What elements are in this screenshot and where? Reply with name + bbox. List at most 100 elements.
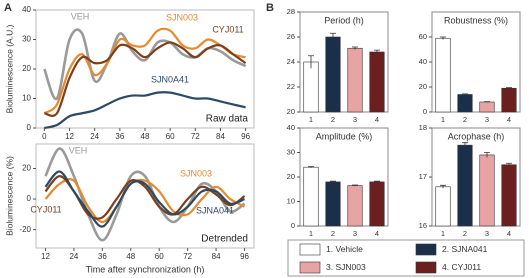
x-tick-label: 36 xyxy=(115,132,124,141)
bar xyxy=(479,154,495,227)
x-axis-label: Time after synchronization (h) xyxy=(86,264,205,274)
x-tick-label: 12 xyxy=(65,132,74,141)
y-tick-label: 20 xyxy=(287,172,295,181)
y-tick-label: 28 xyxy=(287,7,295,16)
y-tick-label: 0 xyxy=(423,107,427,116)
bar xyxy=(325,36,341,113)
y-tick-label: 20 xyxy=(419,82,427,91)
error-bar xyxy=(330,32,336,41)
panel-label: A xyxy=(4,2,12,14)
bar xyxy=(501,164,517,227)
error-bar xyxy=(374,180,380,183)
x-tick-label: 48 xyxy=(126,252,135,261)
legend-label: 2. SJNA041 xyxy=(442,244,488,254)
legend-swatch xyxy=(415,261,437,274)
y-tick-label: 40 xyxy=(287,123,295,132)
y-tick-label: 20 xyxy=(22,164,31,173)
bar xyxy=(457,94,473,113)
x-tick-label: 1 xyxy=(309,229,313,238)
x-tick-label: 24 xyxy=(90,132,99,141)
legend-swatch xyxy=(299,261,321,274)
x-tick-label: 3 xyxy=(353,115,357,124)
error-bar xyxy=(374,49,380,54)
error-bar xyxy=(308,166,314,168)
bar xyxy=(347,185,363,227)
annotation: Raw data xyxy=(206,114,249,125)
series-label: SJN003 xyxy=(180,168,212,178)
legend-box xyxy=(287,239,525,277)
legend-label: 4. CYJ011 xyxy=(442,262,481,272)
y-tick-label: 30 xyxy=(287,147,295,156)
y-tick-label: 17 xyxy=(419,172,427,181)
x-tick-label: 84 xyxy=(212,252,221,261)
x-tick-label: 36 xyxy=(98,252,107,261)
x-tick-label: 96 xyxy=(241,132,250,141)
x-tick-label: 12 xyxy=(41,252,50,261)
series-line xyxy=(43,27,246,115)
x-tick-label: 96 xyxy=(240,252,249,261)
chart-title: Robustness (%) xyxy=(444,15,508,25)
x-tick-label: 60 xyxy=(155,252,164,261)
x-tick-label: 4 xyxy=(375,229,379,238)
error-bar xyxy=(352,184,358,187)
y-tick-label: 10 xyxy=(22,94,31,103)
series-line xyxy=(44,41,247,117)
x-tick-label: 72 xyxy=(183,252,192,261)
x-tick-label: 1 xyxy=(309,115,313,124)
series-line xyxy=(43,28,247,101)
bar xyxy=(369,181,385,227)
error-bar xyxy=(440,36,446,40)
series-label: CYJ011 xyxy=(212,24,243,34)
bar xyxy=(501,87,517,113)
y-tick-label: 22 xyxy=(287,82,295,91)
plot-frame xyxy=(35,143,255,249)
error-bar xyxy=(352,46,358,50)
series-label: SJN0A41 xyxy=(151,74,189,84)
series-label: VEH xyxy=(69,145,88,155)
x-tick-label: 72 xyxy=(191,132,200,141)
error-bar xyxy=(506,162,512,167)
y-axis-label: Bioluminescence (%) xyxy=(4,156,14,236)
x-tick-label: 3 xyxy=(485,115,489,124)
bar xyxy=(369,51,385,113)
x-tick-label: 2 xyxy=(463,115,467,124)
legend-swatch xyxy=(415,243,437,256)
panel-label: B xyxy=(266,2,274,14)
bar xyxy=(347,47,363,113)
bar xyxy=(325,181,341,227)
error-bar xyxy=(462,142,468,148)
x-tick-label: 4 xyxy=(375,115,379,124)
series-label: SJNA041 xyxy=(196,205,234,215)
series-label: CYJ011 xyxy=(30,204,61,214)
y-tick-label: 24 xyxy=(287,57,295,66)
legend-swatch xyxy=(299,243,321,256)
x-tick-label: 1 xyxy=(441,115,445,124)
bar xyxy=(479,101,495,113)
y-tick-label: 10 xyxy=(287,196,295,205)
y-tick-label: 0 xyxy=(27,194,32,203)
bar xyxy=(435,37,451,113)
y-tick-label: 60 xyxy=(419,32,427,41)
x-tick-label: 4 xyxy=(507,115,511,124)
chart-title: Amplitude (%) xyxy=(316,131,373,141)
annotation: Detrended xyxy=(201,234,248,245)
error-bar xyxy=(308,55,314,69)
x-tick-label: 2 xyxy=(463,229,467,238)
series-line xyxy=(44,91,246,130)
x-tick-label: 60 xyxy=(166,132,175,141)
x-tick-label: 0 xyxy=(42,132,47,141)
x-tick-label: 4 xyxy=(507,229,511,238)
x-tick-label: 48 xyxy=(141,132,150,141)
x-tick-label: 84 xyxy=(216,132,225,141)
series-label: SJN003 xyxy=(166,12,198,22)
bar xyxy=(303,61,319,113)
error-bar xyxy=(484,101,490,103)
chart-title: Period (h) xyxy=(324,15,364,25)
y-axis-label: Bioluminescence (A.U.) xyxy=(4,24,14,113)
series-label: VEH xyxy=(71,11,90,21)
series-line xyxy=(44,178,246,224)
chart-title: Acrophase (h) xyxy=(448,131,505,141)
x-tick-label: 24 xyxy=(69,252,78,261)
y-tick-label: 18 xyxy=(419,123,427,132)
